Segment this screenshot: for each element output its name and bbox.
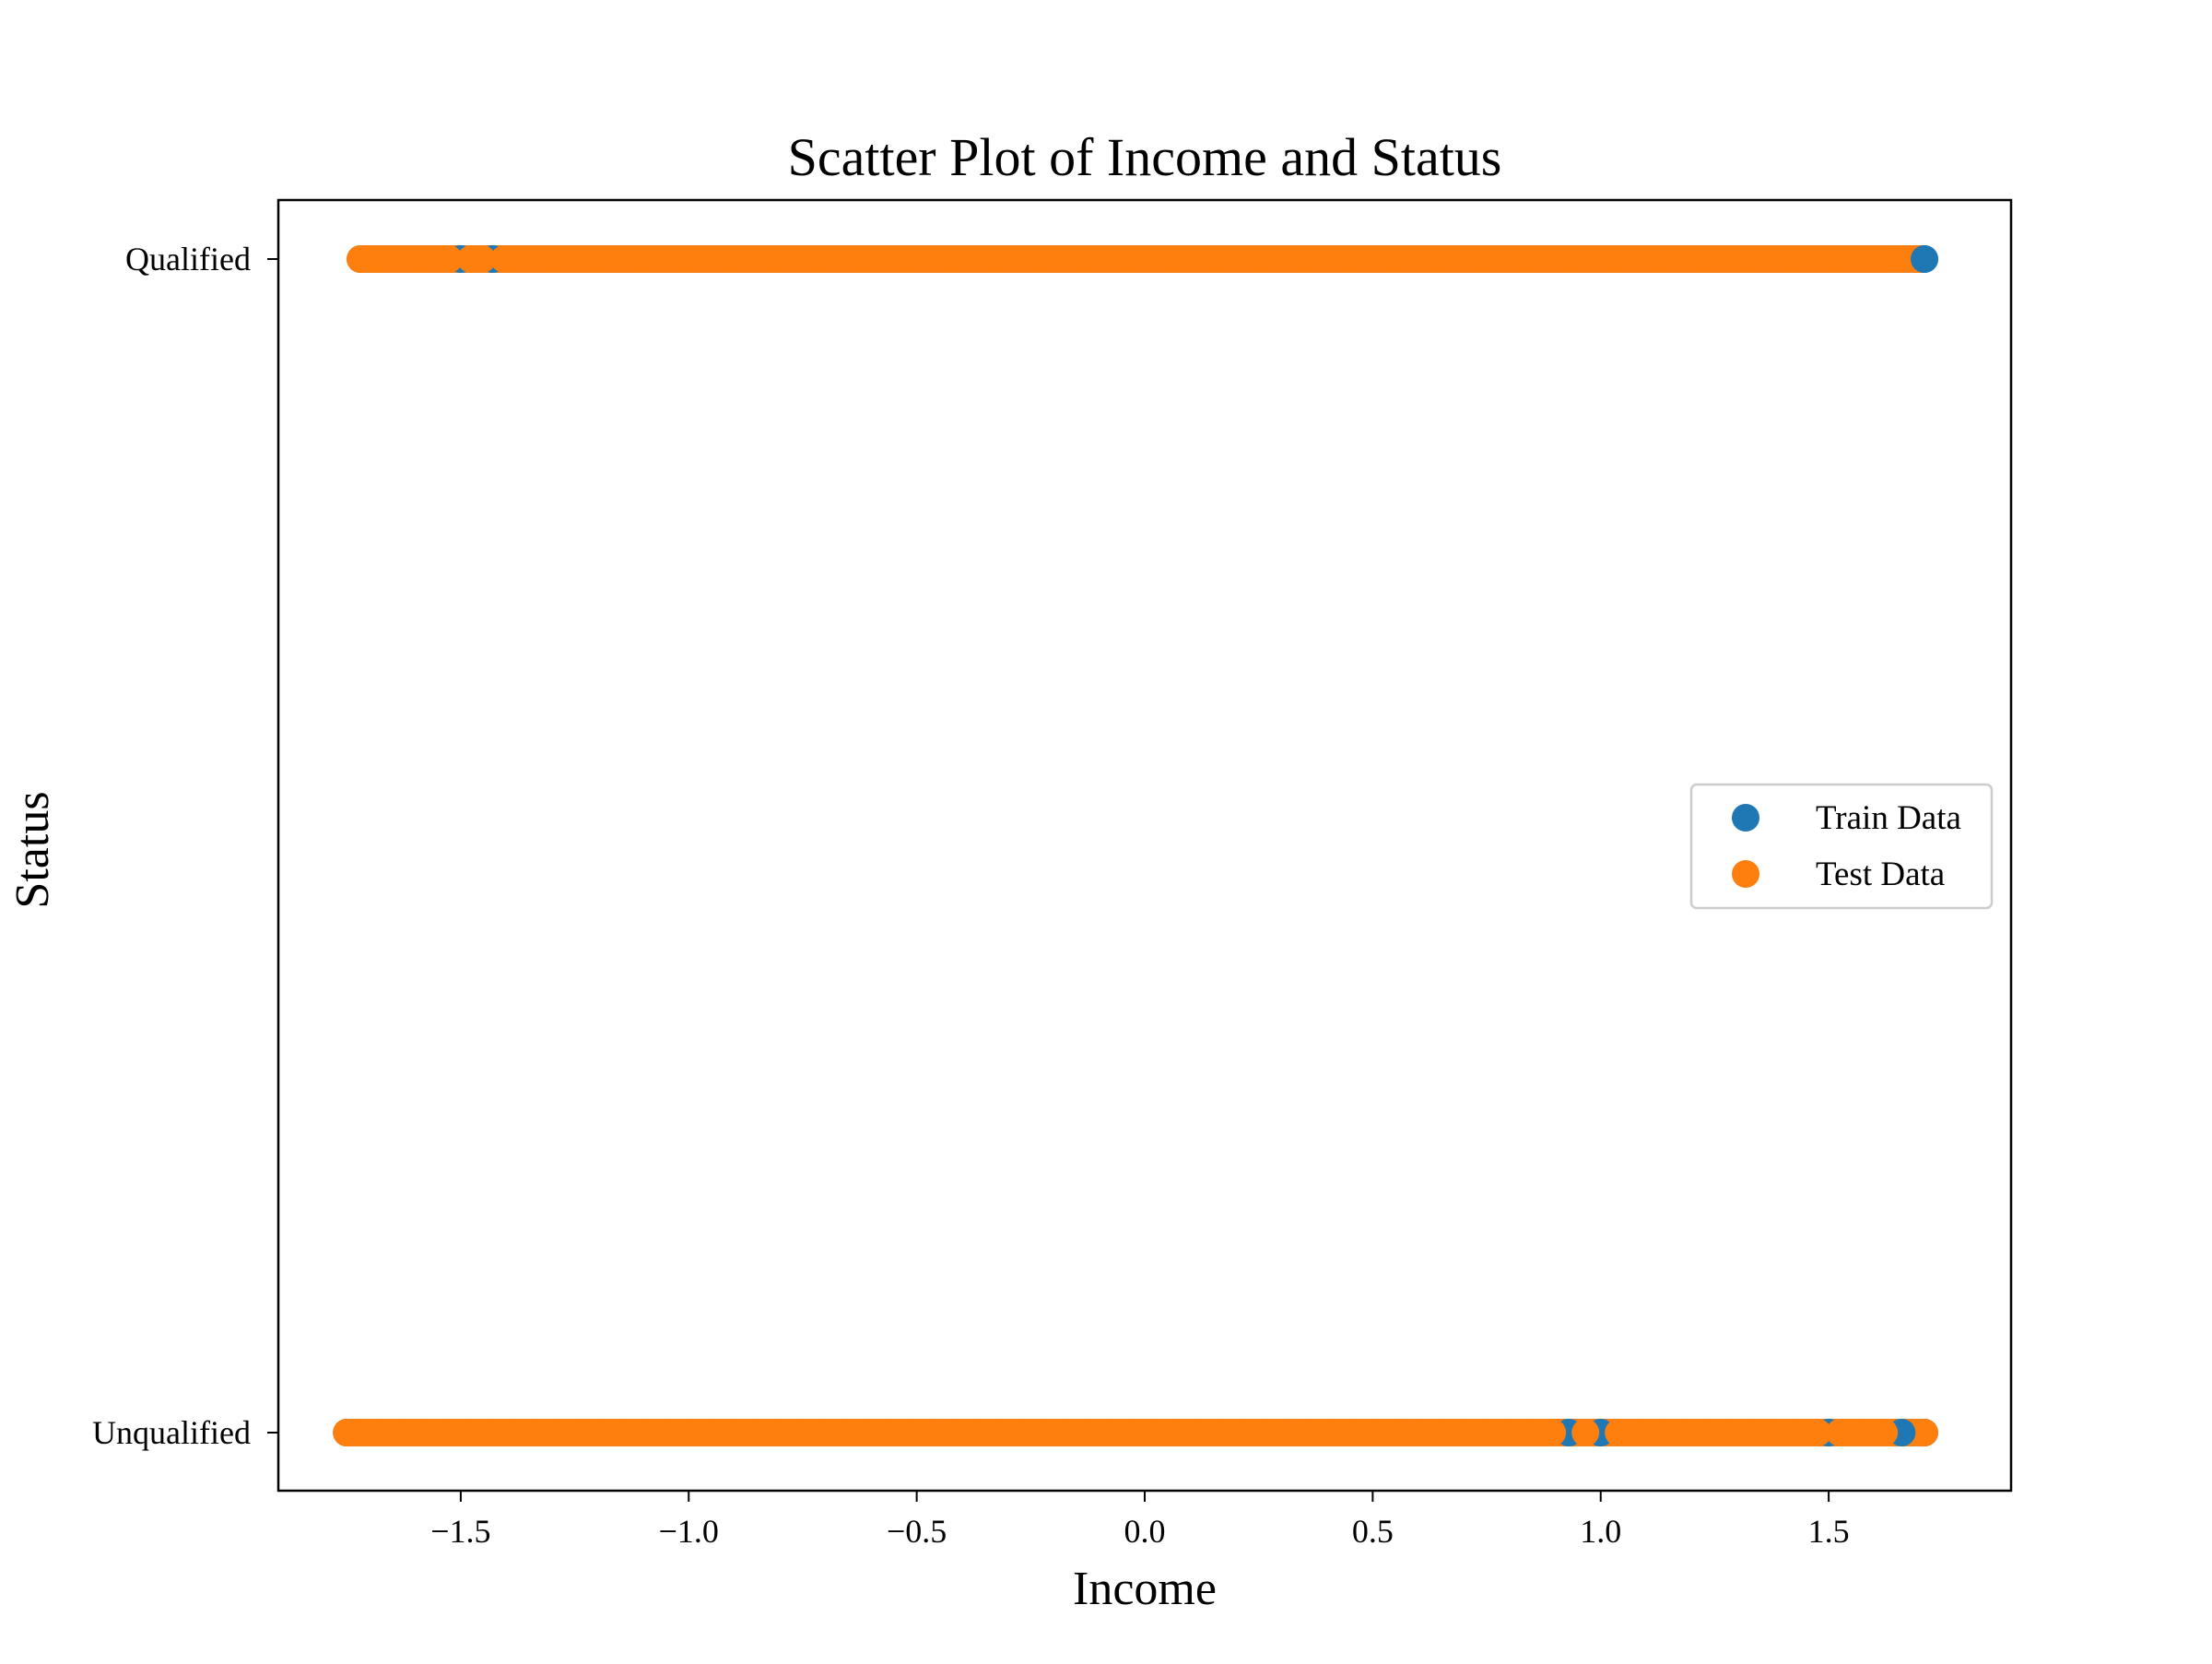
x-tick-label: −1.5 bbox=[430, 1513, 490, 1550]
test-data-point bbox=[1804, 1419, 1832, 1446]
data-points-layer bbox=[333, 245, 1938, 1446]
legend-marker-test bbox=[1732, 860, 1759, 888]
test-data-point bbox=[1538, 1419, 1567, 1446]
legend-label-train: Train Data bbox=[1816, 799, 1961, 837]
x-axis-label: Income bbox=[1073, 1563, 1217, 1615]
y-axis-label: Status bbox=[6, 791, 59, 908]
chart-title: Scatter Plot of Income and Status bbox=[788, 127, 1502, 187]
y-tick-label: Unqualified bbox=[92, 1414, 251, 1451]
test-data-point bbox=[468, 245, 497, 273]
x-tick-label: −1.0 bbox=[659, 1513, 719, 1550]
x-tick-label: −0.5 bbox=[887, 1513, 947, 1550]
legend: Train Data Test Data bbox=[1689, 783, 1994, 910]
y-axis-ticks: Unqualified Qualified bbox=[92, 241, 278, 1451]
legend-label-test: Test Data bbox=[1816, 856, 1945, 893]
x-tick-label: 0.0 bbox=[1124, 1513, 1166, 1550]
x-tick-label: 1.5 bbox=[1808, 1513, 1850, 1550]
test-data-point bbox=[1571, 1419, 1600, 1446]
x-tick-label: 0.5 bbox=[1352, 1513, 1394, 1550]
y-tick-label: Qualified bbox=[125, 241, 251, 277]
x-axis-ticks: −1.5 −1.0 −0.5 0.0 0.5 1.0 1.5 bbox=[430, 1491, 1850, 1550]
test-data-point bbox=[1862, 245, 1890, 273]
train-data-point bbox=[1911, 245, 1938, 273]
legend-marker-train bbox=[1732, 804, 1759, 832]
legend-frame bbox=[1689, 783, 1994, 910]
x-tick-label: 1.0 bbox=[1580, 1513, 1621, 1550]
test-data-point bbox=[435, 245, 464, 273]
test-data-point bbox=[1870, 1419, 1899, 1446]
test-data-point bbox=[1911, 1419, 1938, 1446]
